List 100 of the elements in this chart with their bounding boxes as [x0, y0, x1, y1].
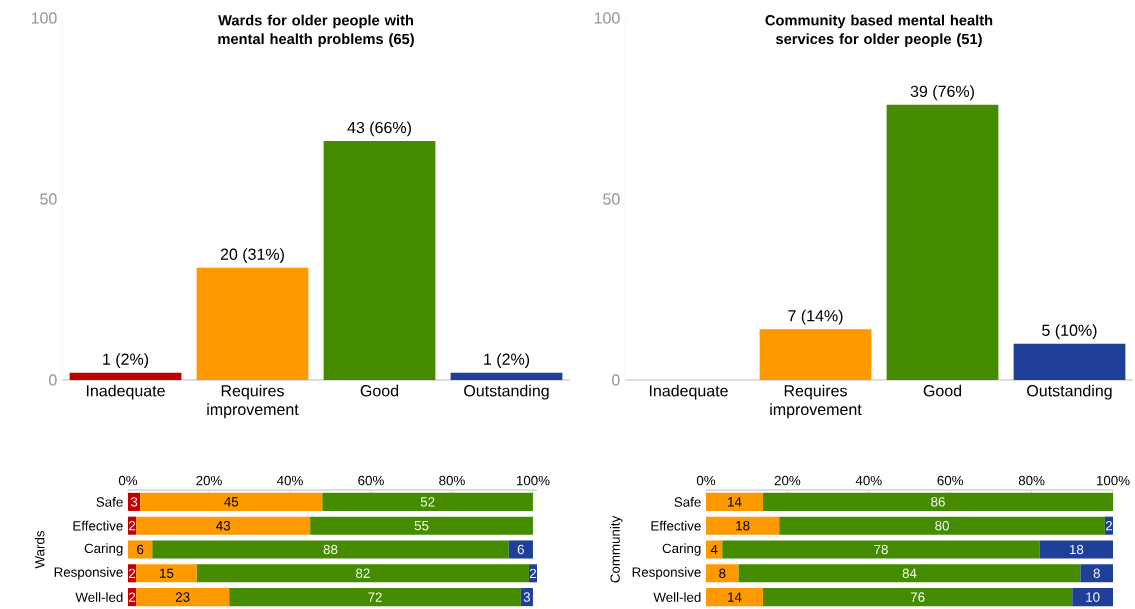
- bar: [136, 564, 197, 583]
- data-label: 2: [129, 568, 136, 578]
- bar: [762, 588, 1073, 607]
- y-tick-label: Safe: [96, 496, 123, 507]
- x-tick-label: 0%: [118, 475, 138, 486]
- bar: [323, 141, 436, 380]
- bar: [128, 540, 153, 559]
- data-label: 39 (76%): [910, 85, 974, 101]
- data-label: 43: [216, 520, 231, 531]
- y-tick-label: Safe: [674, 496, 701, 507]
- bar: [310, 516, 533, 535]
- data-label: 84: [902, 568, 917, 578]
- data-label: 8: [1093, 568, 1100, 578]
- data-label: 2: [529, 568, 536, 578]
- bar: [738, 564, 1081, 583]
- y-tick-label: 100: [594, 12, 620, 24]
- bar: [136, 516, 311, 535]
- y-tick-label: Caring: [662, 543, 701, 556]
- data-label: 88: [323, 544, 338, 555]
- bar: [762, 492, 1113, 511]
- x-tick-label: 60%: [358, 475, 384, 486]
- bar: [508, 540, 533, 559]
- data-label: 14: [728, 497, 742, 507]
- x-tick-label: Good: [923, 384, 962, 397]
- bar: [229, 588, 521, 607]
- bar: [706, 492, 763, 511]
- chart-title: Community based mental health services for older people (51): [765, 14, 993, 48]
- chart-title: Wards for older people with mental health problems (65): [218, 14, 414, 48]
- data-label: 80: [935, 520, 949, 531]
- y-tick-label: Well-led: [653, 592, 701, 602]
- y-tick-label: Effective: [651, 520, 701, 531]
- bar: [706, 540, 723, 559]
- bar: [196, 267, 309, 380]
- bar: [759, 329, 872, 380]
- x-tick-label: 80%: [439, 475, 465, 486]
- bar: [886, 104, 999, 380]
- bar: [1013, 343, 1126, 380]
- data-label: 78: [874, 544, 888, 555]
- data-label: 5 (10%): [1042, 324, 1097, 340]
- x-tick-label: Requires improvement: [207, 384, 299, 419]
- x-tick-label: 0%: [696, 475, 716, 486]
- y-tick-label: 0: [612, 374, 620, 386]
- bar: [706, 588, 763, 607]
- data-label: 15: [160, 568, 174, 578]
- y-tick-label: 50: [603, 193, 620, 205]
- data-label: 10: [1086, 592, 1100, 602]
- data-label: 1 (2%): [103, 353, 149, 369]
- y-tick-label: Well-led: [75, 592, 123, 602]
- bar: [140, 492, 323, 511]
- data-label: 43 (66%): [347, 121, 411, 137]
- x-tick-label: 20%: [196, 475, 222, 486]
- data-label: 1 (2%): [484, 353, 530, 369]
- data-label: 14: [728, 592, 742, 602]
- y-tick-label: Responsive: [632, 567, 701, 580]
- x-tick-label: 20%: [774, 475, 801, 486]
- data-label: 2: [1105, 521, 1112, 531]
- data-label: 55: [414, 521, 429, 531]
- bar: [152, 540, 509, 559]
- y-tick-label: Responsive: [54, 567, 123, 580]
- x-tick-label: 100%: [1096, 475, 1130, 486]
- data-label: 3: [130, 497, 138, 507]
- data-label: 52: [420, 497, 435, 507]
- data-label: 18: [736, 520, 750, 531]
- bar: [706, 516, 780, 535]
- x-tick-label: Outstanding: [464, 384, 549, 400]
- bar: [1080, 564, 1113, 583]
- x-tick-label: Inadequate: [649, 384, 728, 400]
- data-label: 45: [224, 497, 239, 507]
- data-label: 76: [910, 592, 925, 602]
- bar: [322, 492, 533, 511]
- bar: [1039, 540, 1113, 559]
- x-tick-label: Outstanding: [1027, 384, 1112, 400]
- bar: [196, 564, 529, 583]
- bar: [136, 588, 230, 607]
- data-label: 8: [719, 568, 726, 578]
- bar: [706, 564, 739, 583]
- data-label: 6: [517, 544, 524, 555]
- x-tick-label: 40%: [855, 475, 882, 486]
- bar: [450, 372, 563, 380]
- y-tick-label: 100: [31, 12, 57, 24]
- data-label: 23: [175, 592, 190, 602]
- data-label: 20 (31%): [220, 248, 284, 264]
- bar: [722, 540, 1040, 559]
- data-label: 72: [368, 592, 382, 602]
- y-tick-label: Caring: [84, 543, 123, 556]
- data-label: 7 (14%): [788, 309, 843, 325]
- x-tick-label: 40%: [276, 475, 303, 486]
- y-tick-label: 0: [49, 374, 57, 386]
- data-label: 3: [523, 592, 531, 602]
- y-axis-title: Wards: [34, 530, 45, 569]
- x-tick-label: Inadequate: [86, 384, 165, 400]
- x-tick-label: 100%: [516, 475, 550, 486]
- x-tick-label: 80%: [1018, 475, 1045, 486]
- bar: [69, 372, 182, 380]
- data-label: 2: [129, 592, 136, 602]
- data-label: 6: [137, 544, 144, 555]
- x-tick-label: 60%: [937, 475, 964, 486]
- data-label: 86: [931, 497, 945, 507]
- y-axis-title: Community: [610, 515, 623, 583]
- data-label: 82: [356, 568, 370, 578]
